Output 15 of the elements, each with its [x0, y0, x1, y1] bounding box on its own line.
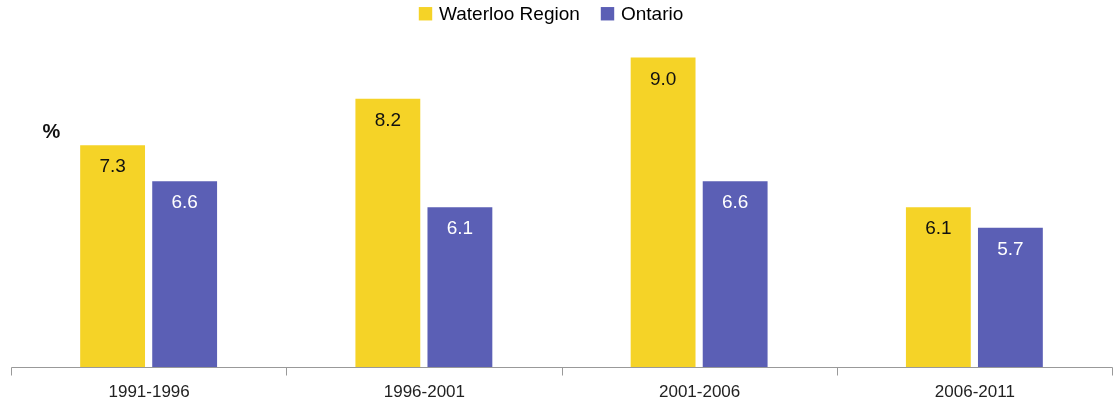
data-label: 7.3: [99, 155, 126, 177]
legend-label: Ontario: [621, 2, 684, 24]
data-label: 6.1: [925, 217, 952, 239]
data-label: 5.7: [997, 237, 1024, 259]
data-label: 6.6: [721, 191, 749, 213]
x-tick-label: 2006-2011: [934, 381, 1015, 401]
data-label: 6.1: [446, 217, 474, 239]
data-label: 6.6: [171, 191, 198, 213]
legend-label: Waterloo Region: [439, 2, 580, 24]
x-tick-label: 2001-2006: [658, 381, 741, 401]
x-tick-label: 1996-2001: [383, 381, 466, 401]
data-label: 9.0: [649, 67, 677, 89]
x-tick-label: 1991-1996: [108, 381, 190, 401]
y-axis-title: %: [42, 119, 61, 142]
data-label: 8.2: [374, 108, 402, 130]
